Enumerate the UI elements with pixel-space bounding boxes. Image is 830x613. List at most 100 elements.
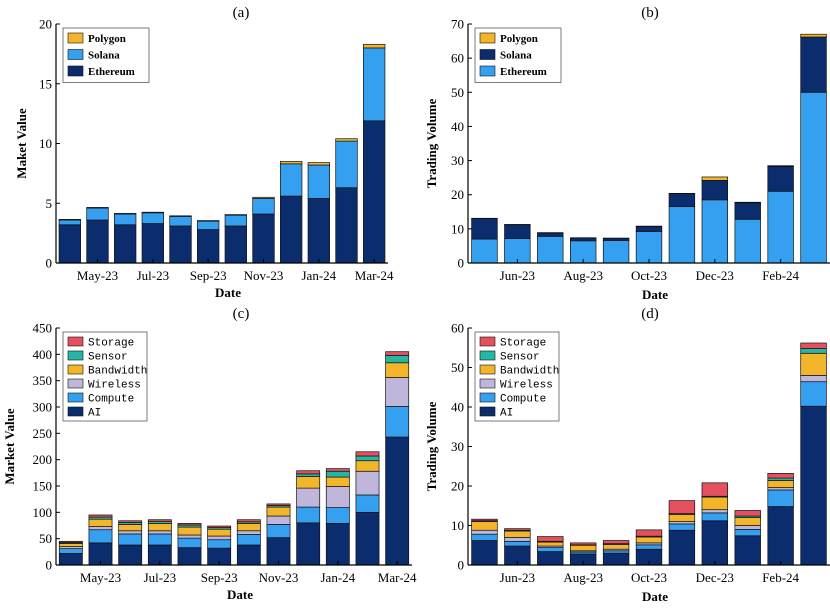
bar-polygon-2 — [114, 213, 137, 215]
bar-ethereum-5 — [197, 229, 220, 264]
bar-solana-8 — [734, 202, 761, 220]
bar-compute-2 — [537, 547, 564, 552]
bar-wireless-9 — [325, 486, 350, 508]
bar-storage-4 — [602, 540, 630, 545]
bar-wireless-9 — [767, 487, 794, 491]
bar-wireless-6 — [668, 521, 696, 525]
bar-storage-8 — [734, 510, 761, 517]
bar-wireless-1 — [504, 536, 531, 542]
bar-ethereum-6 — [224, 225, 247, 264]
y-axis-title: Maket Value — [14, 108, 29, 179]
bar-polygon-6 — [224, 214, 247, 216]
legend-label-ethereum: Ethereum — [500, 66, 547, 78]
y-axis-title: Trading Volume — [424, 98, 439, 188]
bar-ethereum-8 — [280, 195, 303, 264]
bar-compute-0 — [58, 548, 83, 554]
bar-wireless-8 — [296, 487, 321, 508]
bar-ai-9 — [325, 523, 350, 566]
x-tick-label: Jul-23 — [137, 268, 170, 283]
bar-compute-8 — [734, 529, 761, 537]
bar-ethereum-0 — [58, 224, 81, 264]
bar-storage-2 — [537, 536, 564, 542]
bar-solana-1 — [86, 207, 109, 221]
bar-wireless-6 — [236, 530, 261, 535]
bar-bandwidth-8 — [734, 517, 761, 526]
bar-storage-0 — [58, 540, 83, 543]
bar-compute-8 — [296, 506, 321, 524]
legend-swatch-ai — [67, 406, 84, 417]
x-tick-label: Dec-23 — [696, 268, 734, 283]
bar-wireless-11 — [385, 377, 410, 407]
bar-storage-1 — [504, 528, 531, 531]
bar-bandwidth-3 — [147, 523, 172, 532]
bar-wireless-10 — [800, 375, 827, 383]
bar-compute-3 — [147, 533, 172, 546]
bar-wireless-4 — [177, 534, 202, 539]
bar-storage-5 — [635, 529, 663, 537]
bar-solana-3 — [569, 237, 597, 242]
bar-sensor-10 — [800, 348, 827, 354]
bar-ai-8 — [734, 535, 761, 566]
legend-swatch-solana — [67, 49, 84, 60]
bar-compute-10 — [800, 381, 827, 407]
x-tick-label: Oct-23 — [631, 570, 667, 585]
legend-swatch-storage — [67, 336, 84, 347]
y-tick-label: 20 — [451, 479, 464, 494]
bar-solana-5 — [635, 226, 663, 232]
bar-wireless-8 — [734, 525, 761, 530]
x-tick-label: Nov-23 — [244, 268, 284, 283]
bar-polygon-7 — [701, 176, 728, 181]
legend-swatch-ethereum — [67, 65, 84, 77]
bar-ethereum-9 — [767, 190, 794, 264]
y-tick-label: 50 — [39, 531, 52, 546]
bar-wireless-3 — [147, 530, 172, 535]
bar-storage-3 — [569, 542, 597, 546]
bar-ai-4 — [602, 552, 630, 566]
bar-bandwidth-9 — [767, 480, 794, 488]
bar-ai-2 — [118, 544, 143, 566]
bar-compute-11 — [385, 406, 410, 438]
y-tick-label: 15 — [39, 76, 52, 91]
x-tick-label: Jun-23 — [500, 570, 535, 585]
x-tick-label: Sep-23 — [201, 570, 238, 585]
bar-ai-4 — [177, 547, 202, 566]
bar-polygon-1 — [86, 207, 109, 209]
x-tick-label: May-23 — [80, 570, 121, 585]
bar-ai-6 — [668, 529, 696, 566]
bar-bandwidth-5 — [207, 528, 232, 537]
y-tick-label: 10 — [451, 518, 464, 533]
x-tick-label: May-23 — [77, 268, 118, 283]
bar-bandwidth-9 — [325, 476, 350, 487]
y-tick-label: 5 — [46, 196, 53, 211]
x-tick-label: Mar-24 — [378, 570, 417, 585]
legend-swatch-bandwidth — [479, 364, 496, 375]
x-tick-label: Oct-23 — [631, 268, 667, 283]
bar-ethereum-7 — [252, 213, 275, 264]
bar-wireless-2 — [118, 530, 143, 535]
bar-storage-4 — [177, 523, 202, 526]
legend-box — [62, 331, 148, 422]
bar-compute-5 — [207, 539, 232, 549]
bar-sensor-9 — [767, 477, 794, 481]
bar-bandwidth-0 — [58, 543, 83, 547]
bar-ai-10 — [355, 511, 380, 566]
bar-ethereum-9 — [307, 198, 330, 264]
bar-solana-10 — [335, 140, 358, 189]
bar-ethereum-2 — [114, 224, 137, 264]
panel-b: (b) 0 10 20 30 40 50 60 70 Jun-23 Aug-23 Oct-23 Dec-… — [424, 5, 830, 302]
bar-compute-0 — [471, 533, 498, 541]
bar-ethereum-3 — [141, 223, 164, 264]
x-axis-title: Date — [642, 287, 668, 302]
legend-swatch-wireless — [479, 378, 496, 389]
bar-polygon-7 — [252, 196, 275, 199]
panel-d: (d) 0 10 20 30 40 50 60 Jun-23 Aug-23 Oct-23 Dec-23… — [424, 306, 830, 604]
bar-storage-6 — [236, 519, 261, 523]
y-tick-label: 20 — [451, 187, 464, 202]
bar-solana-0 — [471, 218, 498, 240]
y-axis-title: Trading Volume — [424, 401, 439, 491]
legend-label-storage: Storage — [500, 338, 546, 350]
bar-sensor-9 — [325, 470, 350, 478]
bar-ethereum-0 — [471, 238, 498, 264]
x-tick-label: Feb-24 — [762, 268, 799, 283]
bar-ethereum-4 — [602, 240, 630, 264]
